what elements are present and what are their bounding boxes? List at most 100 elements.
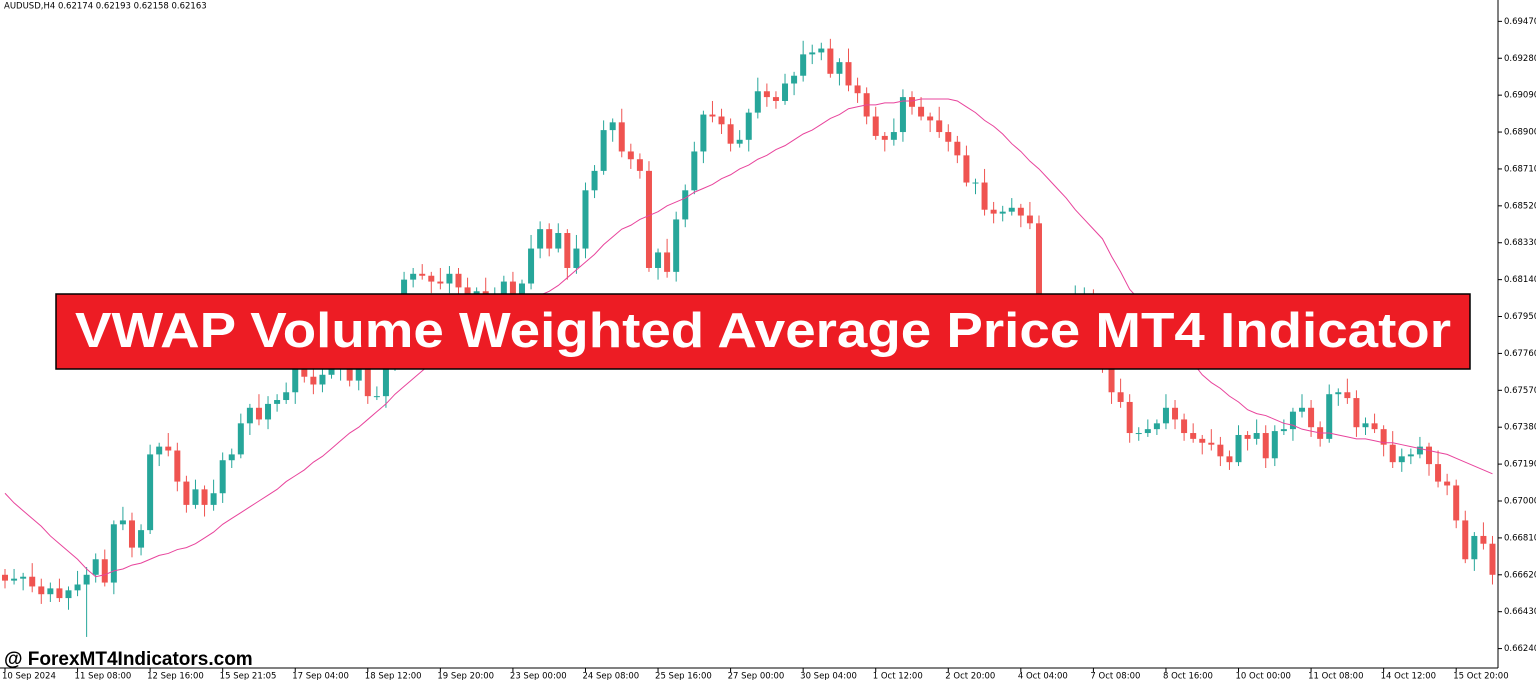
candle-body	[655, 252, 662, 268]
overlay-layer: VWAP Volume Weighted Average Price MT4 I…	[4, 2, 1471, 670]
x-tick-label: 19 Sep 20:00	[437, 672, 494, 680]
y-tick-label: 0.67760	[1504, 349, 1536, 359]
candle-body	[11, 578, 18, 581]
candle-body	[1181, 419, 1188, 434]
x-tick-label: 1 Oct 12:00	[873, 672, 923, 680]
candle-body	[1380, 429, 1387, 445]
candle-body	[537, 229, 544, 249]
candle-body	[74, 584, 81, 591]
candle-body	[1308, 407, 1315, 428]
chart-title: AUDUSD,H4 0.62174 0.62193 0.62158 0.6216…	[4, 2, 207, 12]
candle-body	[464, 287, 471, 296]
candle-body	[836, 62, 843, 74]
x-tick-label: 27 Sep 00:00	[728, 672, 785, 680]
candle-body	[782, 83, 789, 101]
candle-body	[283, 392, 290, 401]
candle-body	[1117, 392, 1124, 402]
candle-body	[709, 114, 716, 117]
candle-body	[192, 489, 199, 505]
candle-body	[1026, 215, 1033, 224]
candle-body	[791, 75, 798, 84]
candle-body	[328, 368, 335, 375]
candle-body	[509, 281, 516, 296]
candle-body	[165, 446, 172, 451]
candle-body	[437, 281, 444, 284]
candle-body	[500, 281, 507, 296]
candle-body	[2, 574, 8, 581]
candle-body	[219, 460, 226, 494]
candle-body	[809, 52, 816, 55]
x-tick-label: 12 Sep 16:00	[147, 672, 204, 680]
candle-body	[954, 141, 961, 156]
candle-body	[546, 229, 553, 249]
candle-body	[927, 116, 934, 121]
candle-body	[1172, 407, 1179, 420]
candle-body	[1235, 434, 1242, 463]
candle-body	[292, 368, 299, 393]
candle-body	[618, 122, 625, 152]
candle-body	[1244, 434, 1251, 439]
candle-body	[736, 139, 743, 144]
candle-body	[1435, 464, 1442, 482]
y-tick-label: 0.66810	[1504, 533, 1536, 543]
candle-body	[355, 367, 362, 381]
candle-body	[700, 114, 707, 152]
y-tick-label: 0.66240	[1504, 644, 1536, 654]
candle-body	[20, 576, 27, 579]
x-tick-label: 18 Sep 12:00	[365, 672, 422, 680]
candle-body	[373, 396, 380, 398]
candle-body	[1253, 433, 1260, 439]
x-tick-label: 2 Oct 20:00	[945, 672, 995, 680]
x-tick-label: 17 Sep 04:00	[292, 672, 349, 680]
candle-body	[636, 159, 643, 171]
candle-body	[1462, 520, 1469, 560]
y-tick-label: 0.67570	[1504, 386, 1536, 396]
y-tick-label: 0.66430	[1504, 607, 1536, 617]
candle-body	[29, 576, 36, 587]
candle-body	[319, 374, 326, 385]
candle-body	[1299, 407, 1306, 412]
vwap-line	[4, 98, 1493, 578]
candle-body	[872, 116, 879, 136]
candle-body	[428, 275, 435, 282]
y-tick-label: 0.69470	[1504, 17, 1536, 27]
candle-body	[972, 182, 979, 184]
candle-body	[645, 170, 652, 268]
candle-body	[1190, 433, 1197, 439]
candle-body	[201, 489, 208, 505]
candle-body	[1217, 444, 1224, 457]
candle-body	[65, 590, 72, 599]
banner-box	[55, 293, 1471, 370]
candle-body	[56, 588, 63, 599]
candle-body	[1362, 423, 1369, 428]
candle-body	[128, 520, 135, 548]
candle-body	[718, 116, 725, 125]
candle-body	[473, 291, 480, 296]
candle-body	[1416, 446, 1423, 455]
candle-body	[310, 376, 317, 385]
x-tick-label: 4 Oct 04:00	[1018, 672, 1068, 680]
candle-body	[47, 588, 54, 595]
candle-body	[1407, 454, 1414, 457]
candle-body	[564, 233, 571, 268]
candle-body	[410, 273, 417, 280]
x-tick-label: 11 Sep 08:00	[75, 672, 132, 680]
candle-body	[1153, 423, 1160, 430]
candle-body	[138, 530, 145, 548]
candle-body	[772, 97, 779, 101]
candle-body	[745, 112, 752, 140]
candle-body	[1335, 392, 1342, 395]
candle-body	[1489, 543, 1496, 575]
candle-body	[591, 170, 598, 191]
x-tick-label: 10 Oct 00:00	[1236, 672, 1291, 680]
candle-body	[1199, 438, 1206, 443]
x-tick-label: 15 Sep 21:05	[220, 672, 277, 680]
candle-body	[119, 520, 126, 525]
y-tick-label: 0.68520	[1504, 201, 1536, 211]
candle-body	[1289, 411, 1296, 430]
candle-body	[854, 85, 861, 94]
candle-body	[1480, 535, 1487, 544]
y-tick-label: 0.68710	[1504, 164, 1536, 174]
candle-body	[1162, 407, 1169, 424]
